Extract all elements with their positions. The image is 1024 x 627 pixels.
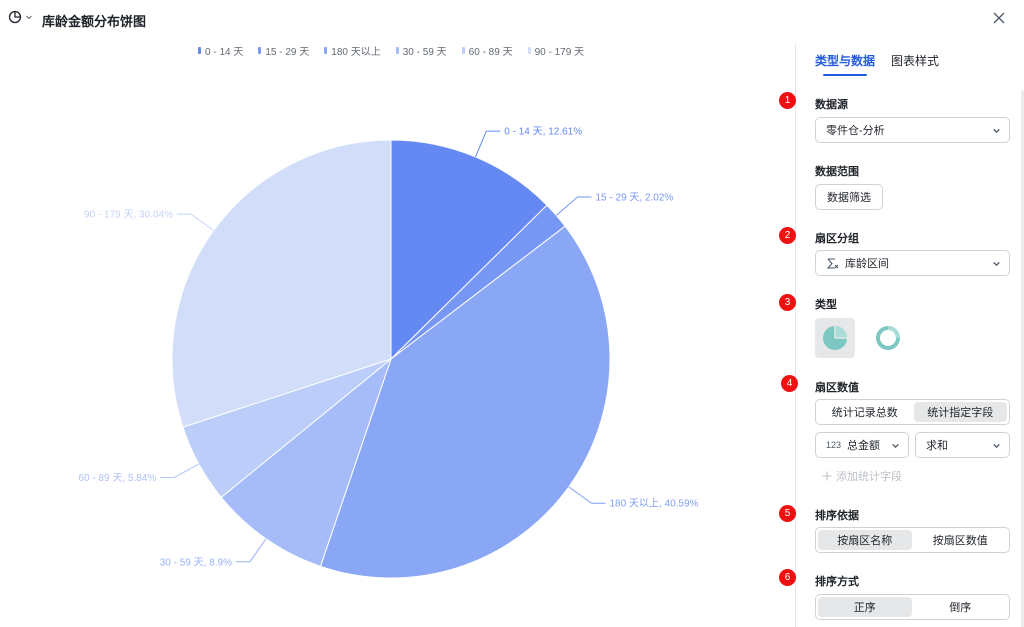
slice-label: 0 - 14 天, 12.61%: [504, 127, 582, 138]
step-badge-1: 1: [779, 92, 796, 109]
legend-label: 60 - 89 天: [468, 47, 513, 58]
slice-leader-line: [160, 463, 200, 478]
pie-type-option[interactable]: [815, 318, 855, 358]
data-source-value: 零件仓-分析: [826, 125, 885, 137]
legend-label: 15 - 29 天: [265, 47, 310, 58]
legend-swatch: [258, 47, 262, 54]
legend-label: 30 - 59 天: [402, 47, 447, 58]
chevron-down-icon: [993, 128, 1000, 134]
sort-descending-option[interactable]: 倒序: [949, 602, 972, 614]
donut-type-option[interactable]: [868, 318, 908, 358]
count-records-option[interactable]: 统计记录总数: [831, 407, 898, 419]
legend-item[interactable]: 0 - 14 天: [198, 43, 243, 58]
data-source-title: 数据源: [815, 99, 848, 111]
slice-label: 90 - 179 天, 30.04%: [84, 210, 173, 221]
plus-icon: [822, 471, 832, 481]
legend-swatch: [324, 47, 328, 54]
panel-tabs: 类型与数据 图表样式: [815, 52, 939, 76]
tab-chart-style[interactable]: 图表样式: [891, 54, 940, 68]
sort-by-value-option[interactable]: 按扇区数值: [932, 535, 988, 547]
pie-chart-icon: [8, 10, 22, 24]
legend-swatch: [395, 47, 399, 54]
settings-panel: 类型与数据 图表样式 1 数据源 零件仓-分析 数据范围 数据筛选 2 扇区分组…: [779, 38, 1024, 627]
sector-group-select[interactable]: 库龄区间: [815, 250, 1010, 276]
sector-group-value: 库龄区间: [845, 258, 889, 270]
step-badge-6: 6: [779, 569, 796, 586]
formula-icon: [826, 257, 839, 269]
chevron-down-icon: [892, 443, 899, 449]
legend-item[interactable]: 15 - 29 天: [258, 43, 309, 58]
donut-type-icon: [876, 326, 900, 350]
slice-leader-line: [475, 130, 501, 158]
sort-by-toggle: 按扇区名称 按扇区数值: [815, 527, 1010, 553]
sort-ascending-option[interactable]: 正序: [818, 597, 912, 617]
header-bar: 库龄金额分布饼图: [0, 0, 1024, 38]
slice-label: 15 - 29 天, 2.02%: [596, 193, 674, 204]
chevron-down-icon: [993, 261, 1000, 267]
legend-item[interactable]: 90 - 179 天: [527, 43, 585, 58]
legend-label: 90 - 179 天: [534, 47, 585, 58]
slice-leader-line: [556, 196, 592, 216]
slice-leader-line: [235, 538, 267, 563]
panel-scrollbar[interactable]: [1021, 90, 1024, 627]
sort-by-name-option[interactable]: 按扇区名称: [818, 530, 912, 550]
data-filter-button[interactable]: 数据筛选: [815, 184, 883, 210]
chart-type-switcher[interactable]: [8, 10, 33, 24]
sort-order-toggle: 正序 倒序: [815, 594, 1010, 620]
legend-swatch: [198, 47, 201, 54]
slice-leader-line: [176, 213, 214, 231]
sector-group-title: 扇区分组: [815, 233, 859, 245]
slice-leader-line: [568, 486, 606, 504]
step-badge-2: 2: [779, 227, 796, 244]
number-field-icon: 123: [826, 440, 842, 450]
slice-label: 30 - 59 天, 8.9%: [160, 557, 232, 568]
panel-divider: [795, 44, 796, 627]
slice-label: 180 天以上, 40.59%: [610, 498, 699, 510]
pie-chart-area: 0 - 14 天, 12.61% 15 - 29 天, 2.02% 180 天以上,…: [0, 60, 790, 627]
close-icon[interactable]: [990, 9, 1008, 27]
data-range-title: 数据范围: [815, 166, 859, 178]
chevron-down-icon: [26, 15, 32, 20]
tab-type-and-data[interactable]: 类型与数据: [815, 52, 875, 76]
aggregation-select[interactable]: 求和: [915, 432, 1010, 458]
legend-swatch: [527, 47, 531, 54]
pie-type-icon: [823, 326, 847, 350]
chart-type-title: 类型: [815, 299, 837, 311]
legend-item[interactable]: 180 天以上: [324, 43, 381, 58]
value-field-select[interactable]: 123 总金额: [815, 432, 909, 458]
sector-value-title: 扇区数值: [815, 382, 859, 394]
add-stat-field-label: 添加统计字段: [836, 471, 902, 483]
value-field-value: 总金额: [847, 440, 881, 452]
pie-slice[interactable]: [390, 139, 548, 361]
step-badge-4: 4: [781, 375, 798, 392]
chart-legend: 0 - 14 天 15 - 29 天 180 天以上 30 - 59 天 60 …: [198, 43, 584, 58]
legend-item[interactable]: 30 - 59 天: [395, 43, 447, 58]
step-badge-3: 3: [779, 294, 796, 311]
add-stat-field-button[interactable]: 添加统计字段: [822, 468, 902, 484]
chevron-down-icon: [993, 443, 1000, 449]
legend-label: 0 - 14 天: [205, 47, 244, 58]
sector-value-mode-toggle: 统计记录总数 统计指定字段: [815, 399, 1010, 425]
slice-label: 60 - 89 天, 5.84%: [78, 473, 156, 484]
count-field-option[interactable]: 统计指定字段: [913, 402, 1007, 422]
pie-chart: 0 - 14 天, 12.61% 15 - 29 天, 2.02% 180 天以上,…: [78, 127, 699, 579]
sort-by-title: 排序依据: [815, 510, 859, 522]
page-title: 库龄金额分布饼图: [42, 14, 147, 29]
aggregation-value: 求和: [926, 440, 948, 452]
legend-label: 180 天以上: [331, 47, 381, 58]
legend-swatch: [461, 47, 465, 54]
data-source-select[interactable]: 零件仓-分析: [815, 117, 1010, 143]
step-badge-5: 5: [779, 505, 796, 522]
sort-order-title: 排序方式: [815, 576, 859, 588]
legend-item[interactable]: 60 - 89 天: [461, 43, 513, 58]
